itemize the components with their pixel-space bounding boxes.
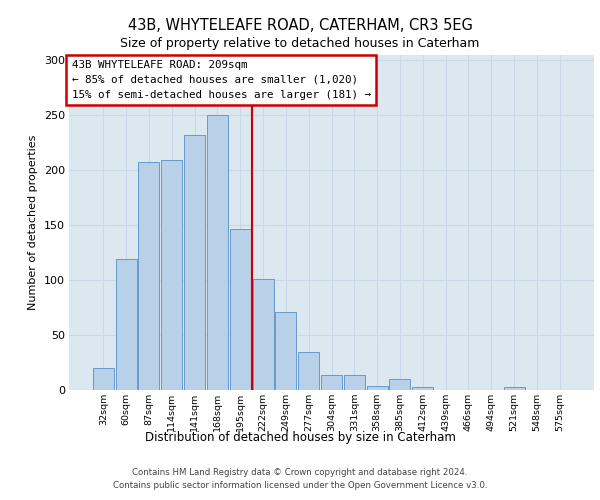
Text: 43B WHYTELEAFE ROAD: 209sqm
← 85% of detached houses are smaller (1,020)
15% of : 43B WHYTELEAFE ROAD: 209sqm ← 85% of det…: [71, 60, 371, 100]
Bar: [321, 374, 342, 390]
Y-axis label: Number of detached properties: Number of detached properties: [28, 135, 38, 310]
Text: Contains public sector information licensed under the Open Government Licence v3: Contains public sector information licen…: [113, 482, 487, 490]
Bar: [344, 374, 365, 390]
Bar: [298, 352, 319, 390]
Text: Contains HM Land Registry data © Crown copyright and database right 2024.: Contains HM Land Registry data © Crown c…: [132, 468, 468, 477]
Bar: [412, 386, 433, 390]
Bar: [230, 228, 251, 390]
Bar: [184, 135, 205, 390]
Bar: [275, 312, 296, 390]
Bar: [503, 386, 524, 390]
Text: Size of property relative to detached houses in Caterham: Size of property relative to detached ho…: [121, 38, 479, 51]
Bar: [93, 368, 114, 390]
Bar: [253, 279, 274, 390]
Bar: [207, 116, 228, 390]
Bar: [389, 379, 410, 390]
Bar: [161, 160, 182, 390]
Text: 43B, WHYTELEAFE ROAD, CATERHAM, CR3 5EG: 43B, WHYTELEAFE ROAD, CATERHAM, CR3 5EG: [128, 18, 472, 32]
Text: Distribution of detached houses by size in Caterham: Distribution of detached houses by size …: [145, 431, 455, 444]
Bar: [139, 162, 160, 390]
Bar: [367, 386, 388, 390]
Bar: [116, 260, 137, 390]
